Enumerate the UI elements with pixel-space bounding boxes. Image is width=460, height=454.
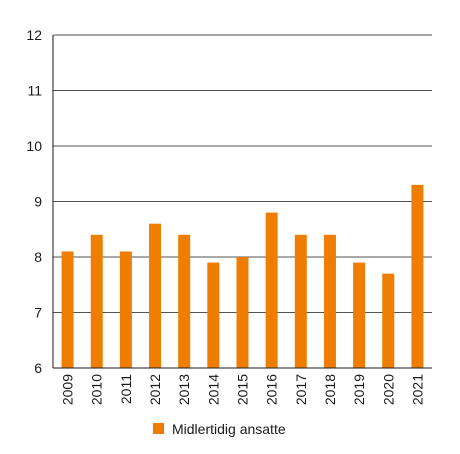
bar-2011 (119, 251, 132, 368)
bar-2019 (353, 262, 366, 368)
x-tick-label-2017: 2017 (293, 374, 309, 405)
legend-label: Midlertidig ansatte (172, 421, 286, 437)
bar-2016 (265, 212, 278, 368)
bar-2017 (294, 234, 307, 368)
bar-2015 (236, 257, 249, 368)
x-tick-label-2020: 2020 (380, 374, 396, 405)
bar-2012 (149, 223, 162, 368)
bars (61, 184, 424, 368)
bar-2018 (323, 234, 336, 368)
x-tick-label-2019: 2019 (351, 374, 367, 405)
y-tick-label-6: 6 (34, 360, 42, 376)
x-tick-label-2015: 2015 (235, 374, 251, 405)
x-tick-label-2009: 2009 (60, 374, 76, 405)
x-tick-label-2013: 2013 (176, 374, 192, 405)
bar-2020 (382, 273, 395, 368)
bar-2014 (207, 262, 220, 368)
x-tick-label-2014: 2014 (205, 374, 221, 405)
y-tick-label-10: 10 (26, 138, 42, 154)
y-tick-labels: 6 7 8 9 10 11 12 (26, 27, 42, 376)
gridlines (53, 34, 432, 313)
x-tick-labels: 2009 2010 2011 2012 2013 2014 2015 2016 2017 2018… (60, 374, 426, 405)
y-tick-label-9: 9 (34, 194, 42, 210)
x-tick-label-2016: 2016 (264, 374, 280, 405)
bar-2010 (90, 234, 103, 368)
legend: Midlertidig ansatte (153, 421, 286, 437)
bar-2013 (178, 234, 191, 368)
x-tick-label-2018: 2018 (322, 374, 338, 405)
x-tick-label-2012: 2012 (147, 374, 163, 405)
legend-swatch (153, 423, 164, 434)
y-tick-label-12: 12 (26, 27, 42, 43)
y-tick-label-7: 7 (34, 305, 42, 321)
x-tick-label-2011: 2011 (118, 374, 134, 404)
x-tick-label-2010: 2010 (89, 374, 105, 405)
bar-2021 (411, 184, 424, 368)
bar-2009 (61, 251, 74, 368)
x-tick-label-2021: 2021 (409, 374, 425, 405)
y-tick-label-11: 11 (27, 83, 42, 99)
y-tick-label-8: 8 (34, 249, 42, 265)
axes (52, 35, 432, 369)
